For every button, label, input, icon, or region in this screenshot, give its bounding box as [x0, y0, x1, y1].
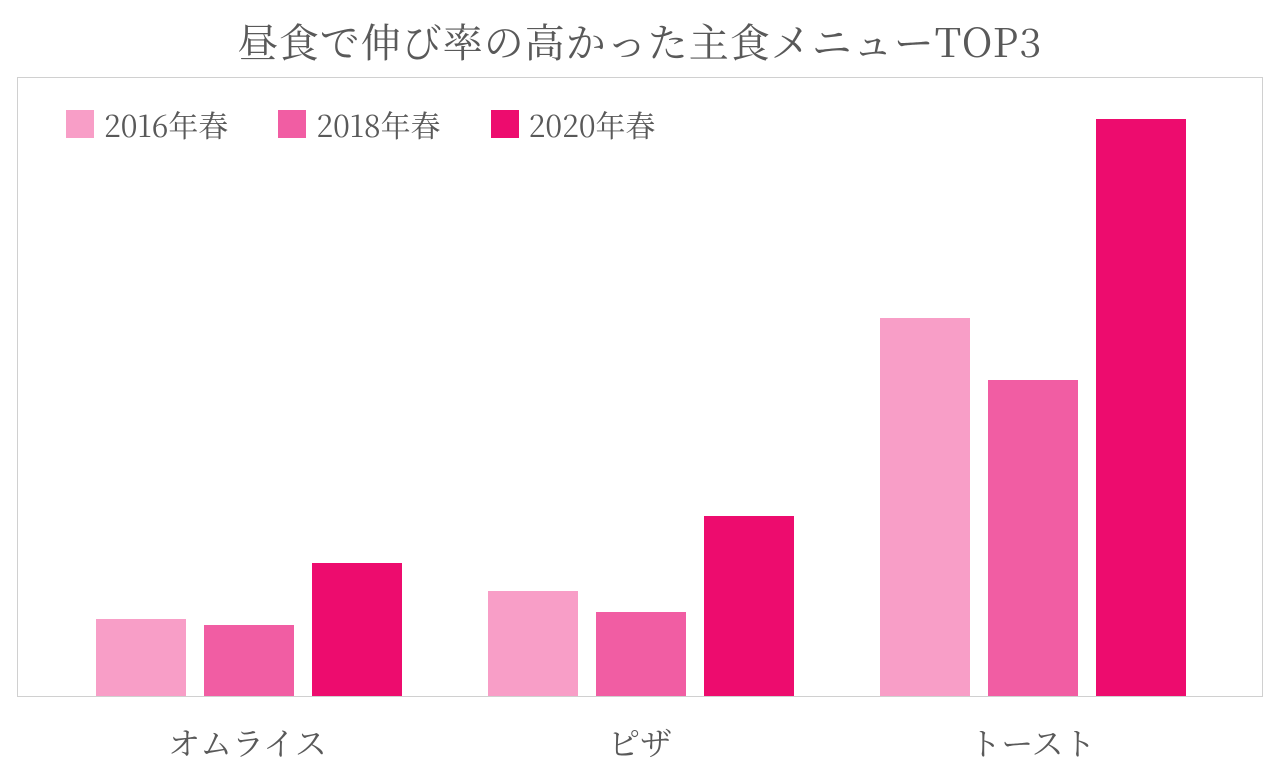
- x-axis-label: トースト: [969, 719, 1095, 765]
- x-axis-label: ピザ: [608, 719, 672, 765]
- chart-title: 昼食で伸び率の高かった主食メニューTOP3: [0, 0, 1280, 77]
- bar: [96, 619, 186, 697]
- bar-group: [96, 563, 402, 696]
- bar: [880, 318, 970, 696]
- bar-group: [488, 516, 794, 696]
- plot-area: 2016年春2018年春2020年春: [17, 77, 1263, 697]
- bar: [988, 380, 1078, 696]
- bar: [1096, 119, 1186, 696]
- chart-container: 昼食で伸び率の高かった主食メニューTOP3 2016年春2018年春2020年春…: [0, 0, 1280, 770]
- x-axis: オムライス ピザ トースト: [17, 697, 1263, 767]
- bar-group: [880, 119, 1186, 696]
- x-axis-label: オムライス: [168, 719, 327, 765]
- bar: [488, 591, 578, 696]
- bar: [312, 563, 402, 696]
- bars-layer: [18, 78, 1262, 696]
- bar: [204, 625, 294, 696]
- bar: [704, 516, 794, 696]
- bar: [596, 612, 686, 696]
